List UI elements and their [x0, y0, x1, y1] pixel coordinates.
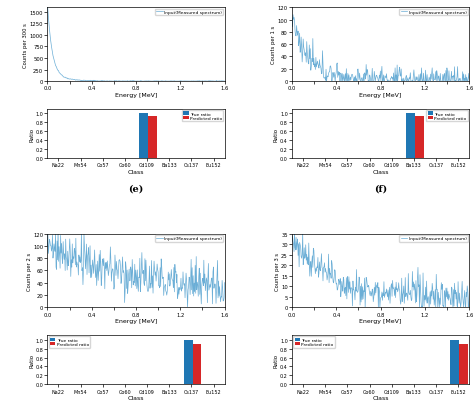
Input(Measured spectrum): [460, 70, 465, 75]
Input(Measured spectrum): [372, 293, 378, 298]
X-axis label: Energy [MeV]: Energy [MeV]: [115, 92, 157, 97]
Input(Measured spectrum): [45, 1, 50, 6]
Input(Measured spectrum): [466, 290, 472, 294]
Legend: True ratio, Predicted ratio: True ratio, Predicted ratio: [49, 337, 90, 348]
Text: (e): (e): [128, 184, 144, 193]
Input(Measured spectrum): [466, 79, 472, 84]
Legend: True ratio, Predicted ratio: True ratio, Predicted ratio: [182, 111, 223, 122]
Input(Measured spectrum): [92, 79, 98, 83]
Line: Input(Measured spectrum): Input(Measured spectrum): [292, 232, 469, 308]
Line: Input(Measured spectrum): Input(Measured spectrum): [292, 16, 469, 82]
Input(Measured spectrum): [460, 294, 465, 299]
Input(Measured spectrum): [150, 79, 155, 84]
Y-axis label: Ratio: Ratio: [273, 127, 279, 141]
Y-axis label: Ratio: Ratio: [29, 127, 34, 141]
Input(Measured spectrum): [215, 79, 220, 84]
Input(Measured spectrum): [127, 79, 133, 84]
Bar: [139, 114, 148, 159]
Legend: True ratio, Predicted ratio: True ratio, Predicted ratio: [293, 337, 335, 348]
Bar: [148, 117, 157, 159]
Input(Measured spectrum): [55, 227, 61, 231]
Bar: [415, 116, 424, 159]
Y-axis label: Counts per 300 s: Counts per 300 s: [23, 22, 28, 67]
Legend: Input(Measured spectrum): Input(Measured spectrum): [155, 9, 223, 16]
Input(Measured spectrum): [222, 281, 228, 285]
Text: (f): (f): [374, 184, 387, 193]
X-axis label: Class: Class: [128, 169, 144, 174]
Bar: [183, 340, 192, 384]
Input(Measured spectrum): [292, 230, 297, 235]
Input(Measured spectrum): [290, 13, 296, 18]
Input(Measured spectrum): [337, 79, 343, 84]
Input(Measured spectrum): [45, 244, 50, 249]
Input(Measured spectrum): [465, 79, 471, 84]
Y-axis label: Ratio: Ratio: [273, 353, 279, 367]
X-axis label: Class: Class: [373, 395, 389, 400]
Input(Measured spectrum): [139, 270, 145, 275]
Bar: [459, 344, 468, 384]
Line: Input(Measured spectrum): Input(Measured spectrum): [47, 229, 225, 308]
Input(Measured spectrum): [337, 283, 343, 288]
X-axis label: Energy [MeV]: Energy [MeV]: [359, 92, 402, 97]
X-axis label: Energy [MeV]: Energy [MeV]: [115, 318, 157, 323]
Legend: Input(Measured spectrum): Input(Measured spectrum): [155, 235, 223, 242]
Input(Measured spectrum): [395, 79, 401, 84]
Input(Measured spectrum): [95, 79, 101, 84]
Y-axis label: Ratio: Ratio: [29, 353, 34, 367]
Y-axis label: Counts per 1 s: Counts per 1 s: [271, 26, 276, 64]
Y-axis label: Counts per 2 s: Counts per 2 s: [27, 252, 32, 290]
Input(Measured spectrum): [384, 295, 390, 300]
Y-axis label: Counts per 3 s: Counts per 3 s: [275, 252, 280, 290]
Legend: Input(Measured spectrum): Input(Measured spectrum): [400, 9, 468, 16]
Bar: [450, 340, 459, 384]
Input(Measured spectrum): [139, 79, 145, 84]
Input(Measured spectrum): [324, 79, 329, 84]
Input(Measured spectrum): [372, 74, 378, 79]
Input(Measured spectrum): [289, 240, 295, 245]
Input(Measured spectrum): [127, 279, 133, 283]
Input(Measured spectrum): [222, 79, 228, 84]
Bar: [406, 114, 415, 159]
Input(Measured spectrum): [92, 267, 98, 272]
X-axis label: Energy [MeV]: Energy [MeV]: [359, 318, 402, 323]
X-axis label: Class: Class: [128, 395, 144, 400]
Input(Measured spectrum): [220, 79, 226, 84]
Bar: [192, 344, 201, 384]
Input(Measured spectrum): [384, 79, 390, 84]
Input(Measured spectrum): [362, 305, 368, 310]
Input(Measured spectrum): [395, 290, 401, 294]
Legend: True ratio, Predicted ratio: True ratio, Predicted ratio: [427, 111, 468, 122]
Line: Input(Measured spectrum): Input(Measured spectrum): [47, 4, 225, 82]
Input(Measured spectrum): [215, 296, 221, 301]
Input(Measured spectrum): [220, 299, 226, 303]
Input(Measured spectrum): [150, 274, 155, 279]
Input(Measured spectrum): [289, 17, 295, 22]
X-axis label: Class: Class: [373, 169, 389, 174]
Input(Measured spectrum): [185, 305, 191, 310]
Input(Measured spectrum): [465, 288, 471, 293]
Legend: Input(Measured spectrum): Input(Measured spectrum): [400, 235, 468, 242]
